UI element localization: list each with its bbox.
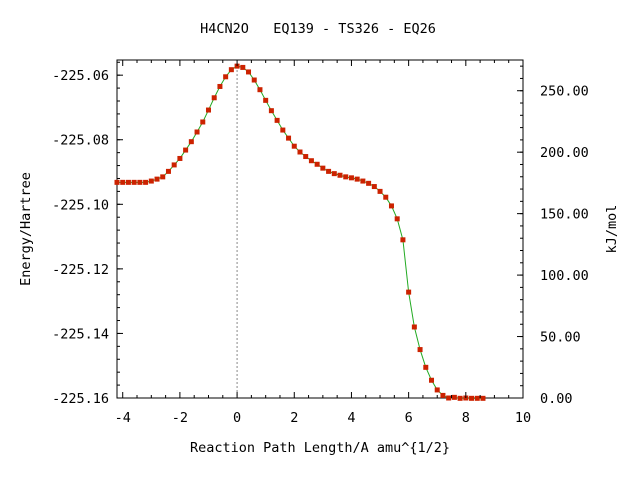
data-point: [257, 87, 263, 93]
y-tick-label: -225.10: [52, 197, 109, 213]
y2-tick-label: 200.00: [540, 145, 589, 161]
data-point: [143, 179, 149, 185]
data-point: [383, 194, 389, 200]
data-point: [326, 168, 332, 174]
y2-tick-label: 100.00: [540, 268, 589, 284]
data-point: [291, 143, 297, 149]
data-point: [377, 188, 383, 194]
data-point: [446, 395, 452, 401]
data-point: [131, 179, 137, 185]
data-point: [451, 394, 457, 400]
data-point: [434, 387, 440, 393]
data-point: [394, 216, 400, 222]
data-point: [217, 83, 223, 89]
data-point: [114, 179, 120, 185]
data-point: [263, 97, 269, 103]
y-tick-label: -225.12: [52, 262, 109, 278]
x-tick-label: -4: [115, 410, 131, 426]
y-axis-label: Energy/Hartree: [18, 172, 34, 286]
data-point: [331, 171, 337, 177]
data-point: [268, 108, 274, 114]
data-point: [205, 107, 211, 113]
data-point: [274, 117, 280, 123]
data-point: [171, 162, 177, 168]
data-point: [348, 175, 354, 181]
data-point: [234, 63, 240, 69]
data-point: [120, 179, 126, 185]
data-point: [165, 168, 171, 174]
x-tick-label: 4: [347, 410, 355, 426]
data-point: [297, 149, 303, 155]
plot-area: [116, 59, 524, 399]
data-point: [366, 180, 372, 186]
data-point: [417, 347, 423, 353]
x-tick-label: 10: [515, 410, 531, 426]
y2-axis-label: kJ/mol: [604, 205, 620, 254]
data-point: [308, 158, 314, 164]
y2-tick-label: 150.00: [540, 207, 589, 223]
x-tick-label: 0: [233, 410, 241, 426]
data-point: [200, 119, 206, 125]
data-point: [371, 184, 377, 190]
x-tick-label: 8: [462, 410, 470, 426]
data-point: [240, 64, 246, 70]
x-axis: -4 -2 0 2 4 6 8 10: [115, 60, 531, 426]
data-point: [303, 154, 309, 160]
data-point: [148, 178, 154, 184]
data-point: [343, 174, 349, 180]
y-tick-label: -225.16: [52, 391, 109, 407]
data-point: [388, 203, 394, 209]
data-point: [474, 395, 480, 401]
data-point: [314, 161, 320, 167]
data-point: [423, 364, 429, 370]
data-point: [183, 147, 189, 153]
plot-border: [116, 59, 524, 399]
data-point: [440, 392, 446, 398]
data-point: [469, 395, 475, 401]
data-point: [429, 377, 435, 383]
y-tick-label: -225.06: [52, 68, 109, 84]
data-point: [125, 179, 131, 185]
data-point: [480, 395, 486, 401]
y2-tick-label: 250.00: [540, 84, 589, 100]
data-point: [228, 67, 234, 73]
data-point: [177, 155, 183, 161]
y2-tick-label: 50.00: [540, 330, 581, 346]
chart-title: H4CN2O EQ139 - TS326 - EQ26: [200, 21, 436, 37]
data-point: [360, 178, 366, 184]
data-point: [211, 95, 217, 101]
data-point: [137, 179, 143, 185]
x-axis-label: Reaction Path Length/A amu^{1/2}: [190, 440, 450, 456]
data-point: [406, 289, 412, 295]
data-point: [411, 324, 417, 330]
data-point: [280, 127, 286, 133]
data-point: [286, 135, 292, 141]
data-point: [154, 176, 160, 182]
series-line: [117, 65, 483, 399]
y-tick-label: -225.08: [52, 133, 109, 149]
data-point: [457, 395, 463, 401]
data-point: [251, 77, 257, 83]
data-point: [194, 129, 200, 135]
energy-curve: [117, 65, 483, 399]
data-point: [337, 172, 343, 178]
data-point: [188, 139, 194, 145]
data-point: [223, 74, 229, 80]
data-point: [354, 176, 360, 182]
data-markers: [114, 63, 486, 401]
x-tick-label: -2: [172, 410, 188, 426]
y-axis-left: -225.06 -225.08 -225.10 -225.12 -225.14 -225.…: [52, 61, 123, 407]
x-tick-label: 2: [290, 410, 298, 426]
y-axis-right: 250.00 200.00 150.00 100.00 50.00 0.00: [517, 65, 589, 407]
data-point: [160, 174, 166, 180]
data-point: [320, 165, 326, 171]
y-tick-label: -225.14: [52, 326, 109, 342]
data-point: [400, 237, 406, 243]
x-tick-label: 6: [405, 410, 413, 426]
data-point: [246, 69, 252, 75]
y2-tick-label: 0.00: [540, 391, 573, 407]
